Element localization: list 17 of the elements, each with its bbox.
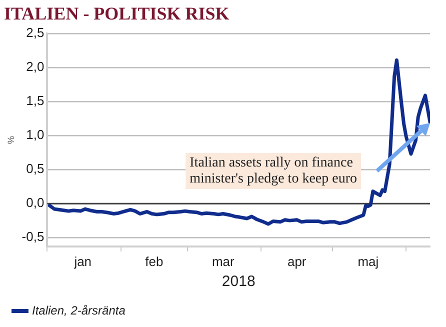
annotation: Italian assets rally on finance minister's pledge to keep euro [190, 156, 358, 187]
x-axis-title: 2018 [222, 273, 256, 290]
x-tick-label: mar [212, 254, 236, 269]
y-tick-label: -0,5 [22, 229, 44, 244]
x-tick-label: feb [145, 254, 164, 269]
y-tick-label: 0,5 [26, 161, 44, 176]
y-tick-label: 2,0 [26, 59, 44, 74]
x-tick-label: apr [287, 254, 307, 269]
y-tick-label: 2,5 [26, 25, 44, 40]
x-tick-label: jan [73, 254, 92, 269]
y-tick-label: 1,5 [26, 93, 44, 108]
chart-title: ITALIEN - POLITISK RISK [4, 3, 230, 24]
y-tick-label: 1,0 [26, 127, 44, 142]
y-tick-label: 0,0 [26, 195, 44, 210]
x-tick-label: maj [358, 254, 379, 269]
y-axis-title: % [6, 136, 16, 144]
legend-label: Italien, 2-årsränta [32, 303, 126, 318]
